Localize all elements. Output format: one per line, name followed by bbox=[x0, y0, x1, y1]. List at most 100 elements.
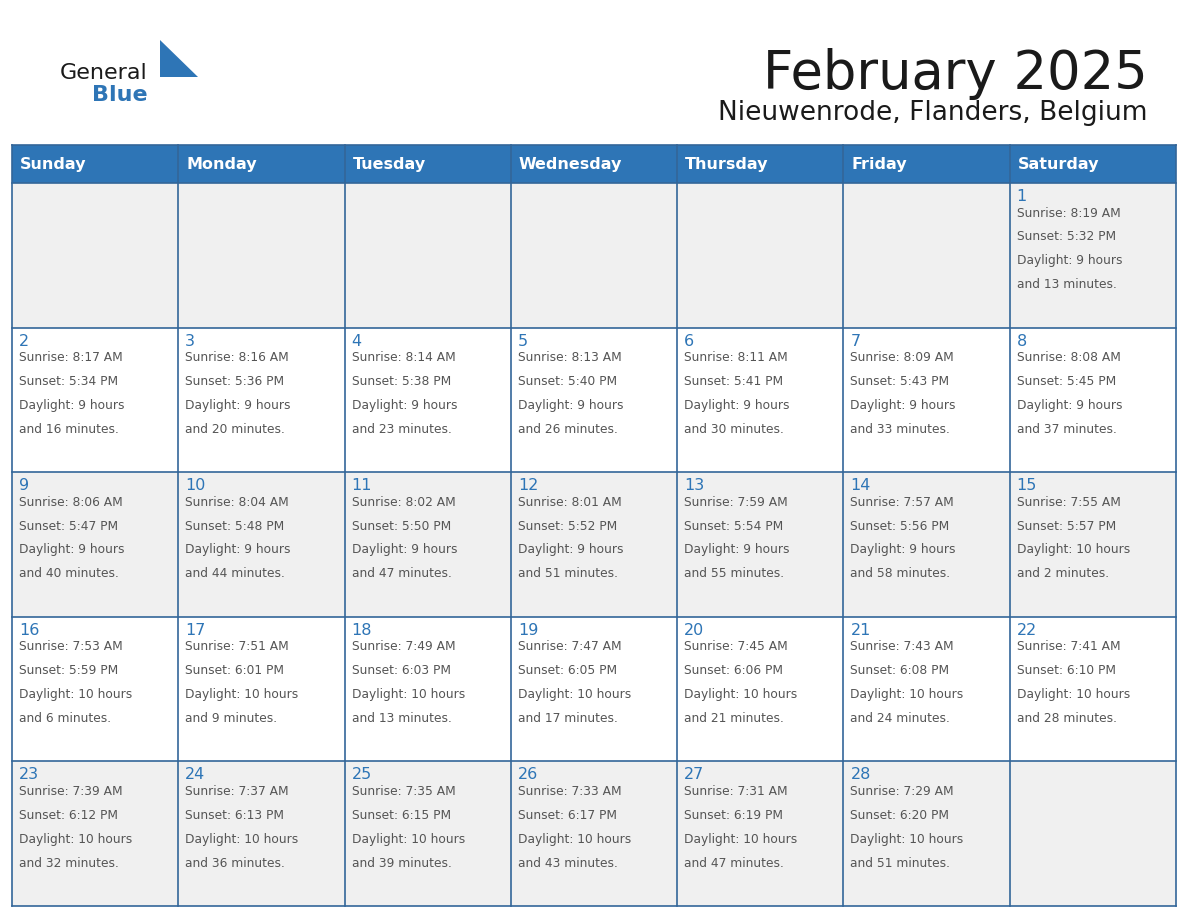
Bar bbox=[1010, 183, 1176, 328]
Text: Daylight: 10 hours: Daylight: 10 hours bbox=[1017, 688, 1130, 701]
Bar bbox=[511, 761, 677, 906]
Bar bbox=[345, 761, 511, 906]
Text: Daylight: 9 hours: Daylight: 9 hours bbox=[185, 398, 291, 412]
Text: and 32 minutes.: and 32 minutes. bbox=[19, 856, 119, 869]
Text: 4: 4 bbox=[352, 333, 361, 349]
Text: Daylight: 10 hours: Daylight: 10 hours bbox=[352, 688, 465, 701]
Text: Sunrise: 7:41 AM: Sunrise: 7:41 AM bbox=[1017, 641, 1120, 654]
Text: Daylight: 9 hours: Daylight: 9 hours bbox=[851, 543, 956, 556]
Text: 7: 7 bbox=[851, 333, 860, 349]
Text: Sunset: 6:20 PM: Sunset: 6:20 PM bbox=[851, 809, 949, 822]
Text: Sunrise: 7:53 AM: Sunrise: 7:53 AM bbox=[19, 641, 122, 654]
Text: Daylight: 9 hours: Daylight: 9 hours bbox=[1017, 398, 1123, 412]
Text: Daylight: 10 hours: Daylight: 10 hours bbox=[352, 833, 465, 845]
Text: 9: 9 bbox=[19, 478, 30, 493]
Text: Sunrise: 8:08 AM: Sunrise: 8:08 AM bbox=[1017, 351, 1120, 364]
Text: Daylight: 10 hours: Daylight: 10 hours bbox=[684, 833, 797, 845]
Text: 11: 11 bbox=[352, 478, 372, 493]
Text: and 30 minutes.: and 30 minutes. bbox=[684, 422, 784, 436]
Text: 26: 26 bbox=[518, 767, 538, 782]
Bar bbox=[511, 183, 677, 328]
Text: Daylight: 9 hours: Daylight: 9 hours bbox=[1017, 254, 1123, 267]
Text: Daylight: 9 hours: Daylight: 9 hours bbox=[19, 543, 125, 556]
Bar bbox=[178, 472, 345, 617]
Bar bbox=[843, 472, 1010, 617]
Text: Daylight: 9 hours: Daylight: 9 hours bbox=[518, 543, 624, 556]
Text: Daylight: 10 hours: Daylight: 10 hours bbox=[518, 688, 631, 701]
Text: Sunset: 6:01 PM: Sunset: 6:01 PM bbox=[185, 665, 284, 677]
Text: Monday: Monday bbox=[187, 156, 257, 172]
Text: and 40 minutes.: and 40 minutes. bbox=[19, 567, 119, 580]
Text: Tuesday: Tuesday bbox=[353, 156, 425, 172]
Text: Sunrise: 7:31 AM: Sunrise: 7:31 AM bbox=[684, 785, 788, 798]
Text: Sunset: 5:57 PM: Sunset: 5:57 PM bbox=[1017, 520, 1116, 532]
Text: Sunrise: 7:47 AM: Sunrise: 7:47 AM bbox=[518, 641, 621, 654]
Text: Sunset: 5:41 PM: Sunset: 5:41 PM bbox=[684, 375, 783, 388]
Bar bbox=[178, 328, 345, 472]
Text: Sunset: 5:43 PM: Sunset: 5:43 PM bbox=[851, 375, 949, 388]
Text: Daylight: 9 hours: Daylight: 9 hours bbox=[518, 398, 624, 412]
Text: Daylight: 9 hours: Daylight: 9 hours bbox=[684, 543, 790, 556]
Text: Sunset: 5:52 PM: Sunset: 5:52 PM bbox=[518, 520, 617, 532]
Text: Daylight: 10 hours: Daylight: 10 hours bbox=[185, 833, 298, 845]
Text: Sunrise: 8:11 AM: Sunrise: 8:11 AM bbox=[684, 351, 788, 364]
Text: Sunset: 6:05 PM: Sunset: 6:05 PM bbox=[518, 665, 617, 677]
Text: Sunset: 5:38 PM: Sunset: 5:38 PM bbox=[352, 375, 450, 388]
Text: and 16 minutes.: and 16 minutes. bbox=[19, 422, 119, 436]
Bar bbox=[843, 761, 1010, 906]
Text: and 39 minutes.: and 39 minutes. bbox=[352, 856, 451, 869]
Text: General: General bbox=[61, 63, 147, 83]
Text: and 58 minutes.: and 58 minutes. bbox=[851, 567, 950, 580]
Text: Sunset: 5:32 PM: Sunset: 5:32 PM bbox=[1017, 230, 1116, 243]
Bar bbox=[843, 328, 1010, 472]
Text: and 28 minutes.: and 28 minutes. bbox=[1017, 711, 1117, 725]
Text: 3: 3 bbox=[185, 333, 195, 349]
Polygon shape bbox=[160, 40, 198, 77]
Text: 18: 18 bbox=[352, 622, 372, 638]
Text: Sunset: 5:36 PM: Sunset: 5:36 PM bbox=[185, 375, 284, 388]
Text: Sunrise: 7:33 AM: Sunrise: 7:33 AM bbox=[518, 785, 621, 798]
Bar bbox=[677, 472, 843, 617]
Text: Sunset: 5:40 PM: Sunset: 5:40 PM bbox=[518, 375, 617, 388]
Bar bbox=[677, 183, 843, 328]
Text: Sunrise: 8:01 AM: Sunrise: 8:01 AM bbox=[518, 496, 621, 509]
Text: February 2025: February 2025 bbox=[763, 48, 1148, 100]
Text: 19: 19 bbox=[518, 622, 538, 638]
Text: and 47 minutes.: and 47 minutes. bbox=[684, 856, 784, 869]
Text: Sunrise: 7:37 AM: Sunrise: 7:37 AM bbox=[185, 785, 289, 798]
Bar bbox=[1010, 328, 1176, 472]
Text: Sunrise: 8:17 AM: Sunrise: 8:17 AM bbox=[19, 351, 122, 364]
Text: Sunrise: 7:59 AM: Sunrise: 7:59 AM bbox=[684, 496, 788, 509]
Text: Daylight: 10 hours: Daylight: 10 hours bbox=[851, 833, 963, 845]
Text: Sunrise: 7:51 AM: Sunrise: 7:51 AM bbox=[185, 641, 289, 654]
Text: Sunrise: 7:29 AM: Sunrise: 7:29 AM bbox=[851, 785, 954, 798]
Text: Sunrise: 7:45 AM: Sunrise: 7:45 AM bbox=[684, 641, 788, 654]
Text: Sunset: 6:03 PM: Sunset: 6:03 PM bbox=[352, 665, 450, 677]
Text: Daylight: 9 hours: Daylight: 9 hours bbox=[851, 398, 956, 412]
Text: and 44 minutes.: and 44 minutes. bbox=[185, 567, 285, 580]
Text: and 24 minutes.: and 24 minutes. bbox=[851, 711, 950, 725]
Text: Daylight: 10 hours: Daylight: 10 hours bbox=[518, 833, 631, 845]
Text: and 20 minutes.: and 20 minutes. bbox=[185, 422, 285, 436]
Bar bbox=[1010, 761, 1176, 906]
Text: 14: 14 bbox=[851, 478, 871, 493]
Text: Sunrise: 7:43 AM: Sunrise: 7:43 AM bbox=[851, 641, 954, 654]
Text: Blue: Blue bbox=[91, 85, 147, 105]
Text: Sunset: 6:13 PM: Sunset: 6:13 PM bbox=[185, 809, 284, 822]
Bar bbox=[345, 617, 511, 761]
Text: and 17 minutes.: and 17 minutes. bbox=[518, 711, 618, 725]
Text: 17: 17 bbox=[185, 622, 206, 638]
Text: Sunset: 5:34 PM: Sunset: 5:34 PM bbox=[19, 375, 118, 388]
Bar bbox=[843, 617, 1010, 761]
Text: Sunset: 5:54 PM: Sunset: 5:54 PM bbox=[684, 520, 783, 532]
Text: 8: 8 bbox=[1017, 333, 1026, 349]
Text: 13: 13 bbox=[684, 478, 704, 493]
Text: and 21 minutes.: and 21 minutes. bbox=[684, 711, 784, 725]
Bar bbox=[12, 328, 178, 472]
Text: Nieuwenrode, Flanders, Belgium: Nieuwenrode, Flanders, Belgium bbox=[719, 100, 1148, 126]
Text: and 6 minutes.: and 6 minutes. bbox=[19, 711, 112, 725]
Text: Sunset: 6:17 PM: Sunset: 6:17 PM bbox=[518, 809, 617, 822]
Text: Daylight: 10 hours: Daylight: 10 hours bbox=[851, 688, 963, 701]
Bar bbox=[677, 761, 843, 906]
Text: Sunrise: 8:19 AM: Sunrise: 8:19 AM bbox=[1017, 207, 1120, 219]
